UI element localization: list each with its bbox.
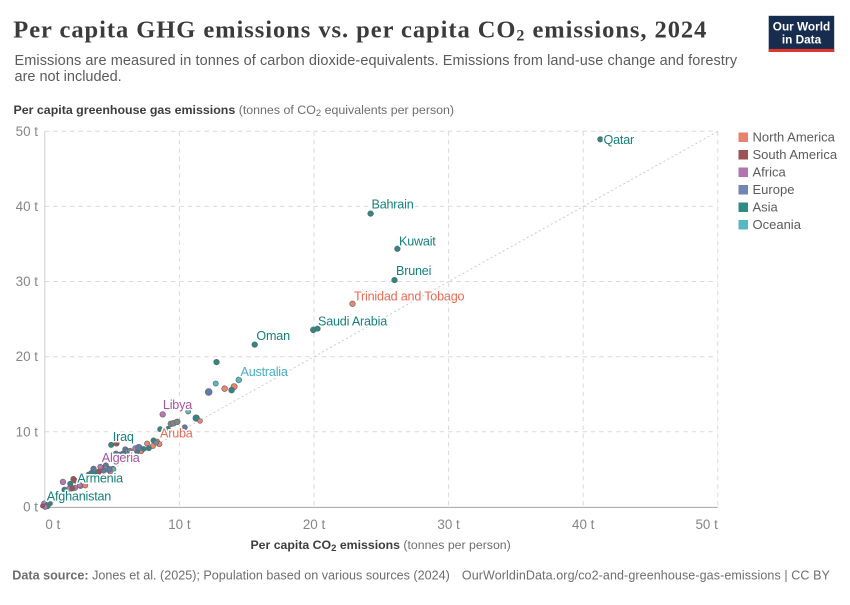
svg-text:in Data: in Data xyxy=(782,33,822,47)
svg-text:Bahrain: Bahrain xyxy=(372,198,414,212)
svg-text:Algeria: Algeria xyxy=(102,451,140,465)
svg-text:Iraq: Iraq xyxy=(113,430,134,444)
svg-text:Aruba: Aruba xyxy=(160,427,193,441)
svg-text:Asia: Asia xyxy=(753,200,779,215)
svg-text:40 t: 40 t xyxy=(572,517,595,532)
svg-text:30 t: 30 t xyxy=(437,517,460,532)
svg-text:10 t: 10 t xyxy=(168,517,191,532)
svg-text:Brunei: Brunei xyxy=(396,264,431,278)
svg-text:OurWorldinData.org/co2-and-gre: OurWorldinData.org/co2-and-greenhouse-ga… xyxy=(462,569,831,583)
svg-text:50 t: 50 t xyxy=(695,517,718,532)
svg-text:Per capita greenhouse gas emis: Per capita greenhouse gas emissions (ton… xyxy=(14,103,455,119)
svg-text:Africa: Africa xyxy=(753,165,787,180)
svg-text:Libya: Libya xyxy=(163,398,192,412)
svg-text:40 t: 40 t xyxy=(16,199,39,214)
svg-text:20 t: 20 t xyxy=(16,349,39,364)
svg-text:South America: South America xyxy=(753,147,838,162)
svg-text:Qatar: Qatar xyxy=(604,133,635,147)
svg-text:20 t: 20 t xyxy=(303,517,326,532)
svg-text:Emissions are measured in tonn: Emissions are measured in tonnes of carb… xyxy=(15,53,738,69)
svg-text:0 t: 0 t xyxy=(23,499,38,514)
svg-text:Europe: Europe xyxy=(753,182,795,197)
svg-text:Armenia: Armenia xyxy=(77,472,123,486)
svg-text:50 t: 50 t xyxy=(16,124,39,139)
svg-text:Per capita CO2 emissions (tonn: Per capita CO2 emissions (tonnes per per… xyxy=(250,538,510,554)
svg-text:North America: North America xyxy=(753,130,836,145)
svg-text:Our World: Our World xyxy=(773,19,830,33)
svg-text:Oceania: Oceania xyxy=(753,217,802,232)
svg-text:Data source: Jones et al. (202: Data source: Jones et al. (2025); Popula… xyxy=(12,569,450,583)
svg-text:Kuwait: Kuwait xyxy=(399,235,436,249)
svg-text:Saudi Arabia: Saudi Arabia xyxy=(318,315,387,329)
svg-text:0 t: 0 t xyxy=(45,517,60,532)
svg-text:Per capita GHG emissions vs. p: Per capita GHG emissions vs. per capita … xyxy=(13,17,707,45)
svg-text:Australia: Australia xyxy=(241,365,288,379)
svg-text:30 t: 30 t xyxy=(16,274,39,289)
svg-text:are not included.: are not included. xyxy=(15,69,122,85)
svg-text:Afghanistan: Afghanistan xyxy=(47,489,112,503)
svg-text:Oman: Oman xyxy=(256,329,290,343)
svg-text:Trinidad and Tobago: Trinidad and Tobago xyxy=(354,290,465,304)
svg-text:10 t: 10 t xyxy=(16,424,39,439)
